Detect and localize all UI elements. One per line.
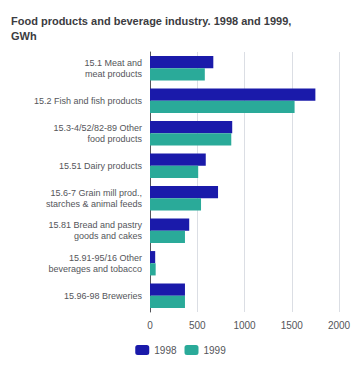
svg-text:starches & animal feeds: starches & animal feeds	[46, 199, 143, 209]
svg-text:1000: 1000	[233, 320, 256, 331]
svg-text:15.91-95/16 Other: 15.91-95/16 Other	[69, 253, 142, 263]
svg-text:1500: 1500	[281, 320, 304, 331]
svg-text:15.81 Bread and pastry: 15.81 Bread and pastry	[48, 220, 142, 230]
svg-text:0: 0	[147, 320, 153, 331]
svg-text:15.1 Meat and: 15.1 Meat and	[84, 58, 142, 68]
svg-text:15.51 Dairy products: 15.51 Dairy products	[59, 161, 143, 171]
svg-text:500: 500	[189, 320, 206, 331]
svg-text:1998: 1998	[154, 345, 177, 356]
svg-text:meat products: meat products	[85, 69, 143, 79]
svg-text:GWh: GWh	[11, 30, 37, 42]
svg-text:goods and cakes: goods and cakes	[74, 231, 143, 241]
svg-text:beverages and tobacco: beverages and tobacco	[48, 264, 142, 274]
svg-text:15.2 Fish and fish products: 15.2 Fish and fish products	[34, 96, 143, 106]
svg-text:15.6-7 Grain mill prod.,: 15.6-7 Grain mill prod.,	[50, 188, 142, 198]
svg-text:food products: food products	[87, 134, 142, 144]
svg-text:2000: 2000	[328, 320, 351, 331]
svg-text:15.96-98 Breweries: 15.96-98 Breweries	[64, 291, 143, 301]
svg-text:1999: 1999	[204, 345, 227, 356]
svg-text:15.3-4/52/82-89 Other: 15.3-4/52/82-89 Other	[53, 123, 142, 133]
svg-text:Food products and beverage ind: Food products and beverage industry. 199…	[11, 15, 291, 27]
